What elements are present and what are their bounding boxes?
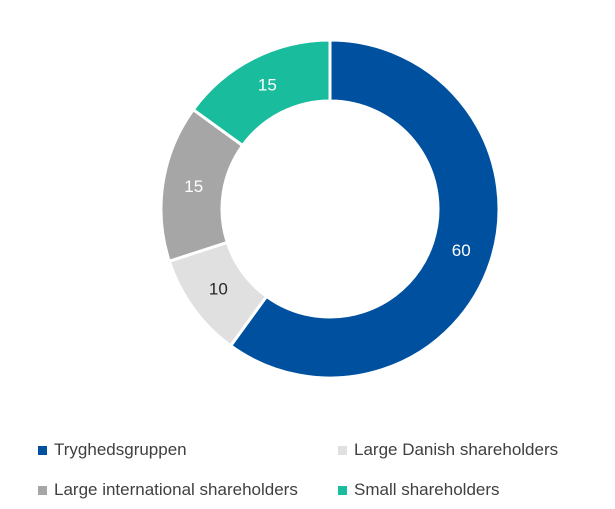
legend-label-large-danish-shareholders: Large Danish shareholders [354,440,559,459]
legend-swatch-large-international-shareholders [38,485,47,495]
legend-item-large-international-shareholders: Large international shareholders [38,480,298,500]
legend-swatch-tryghedsgruppen [38,445,47,455]
slices-group [159,38,501,380]
slice-tryghedsgruppen [228,38,501,380]
legend-label-large-international-shareholders: Large international shareholders [54,480,298,499]
data-label-small-shareholders: 15 [258,76,277,95]
legend-item-large-danish-shareholders: Large Danish shareholders [338,440,558,460]
legend-swatch-large-danish-shareholders [338,445,347,455]
labels-group: 60 10 15 15 [184,76,470,299]
data-label-large-danish-shareholders: 10 [209,280,228,299]
legend-label-tryghedsgruppen: Tryghedsgruppen [54,440,187,459]
legend-item-small-shareholders: Small shareholders [338,480,500,500]
legend-item-tryghedsgruppen: Tryghedsgruppen [38,440,187,460]
legend-label-small-shareholders: Small shareholders [354,480,500,499]
slice-small-shareholders [191,38,332,148]
legend-swatch-small-shareholders [338,485,347,495]
data-label-large-international-shareholders: 15 [184,177,203,196]
data-label-tryghedsgruppen: 60 [452,241,471,260]
